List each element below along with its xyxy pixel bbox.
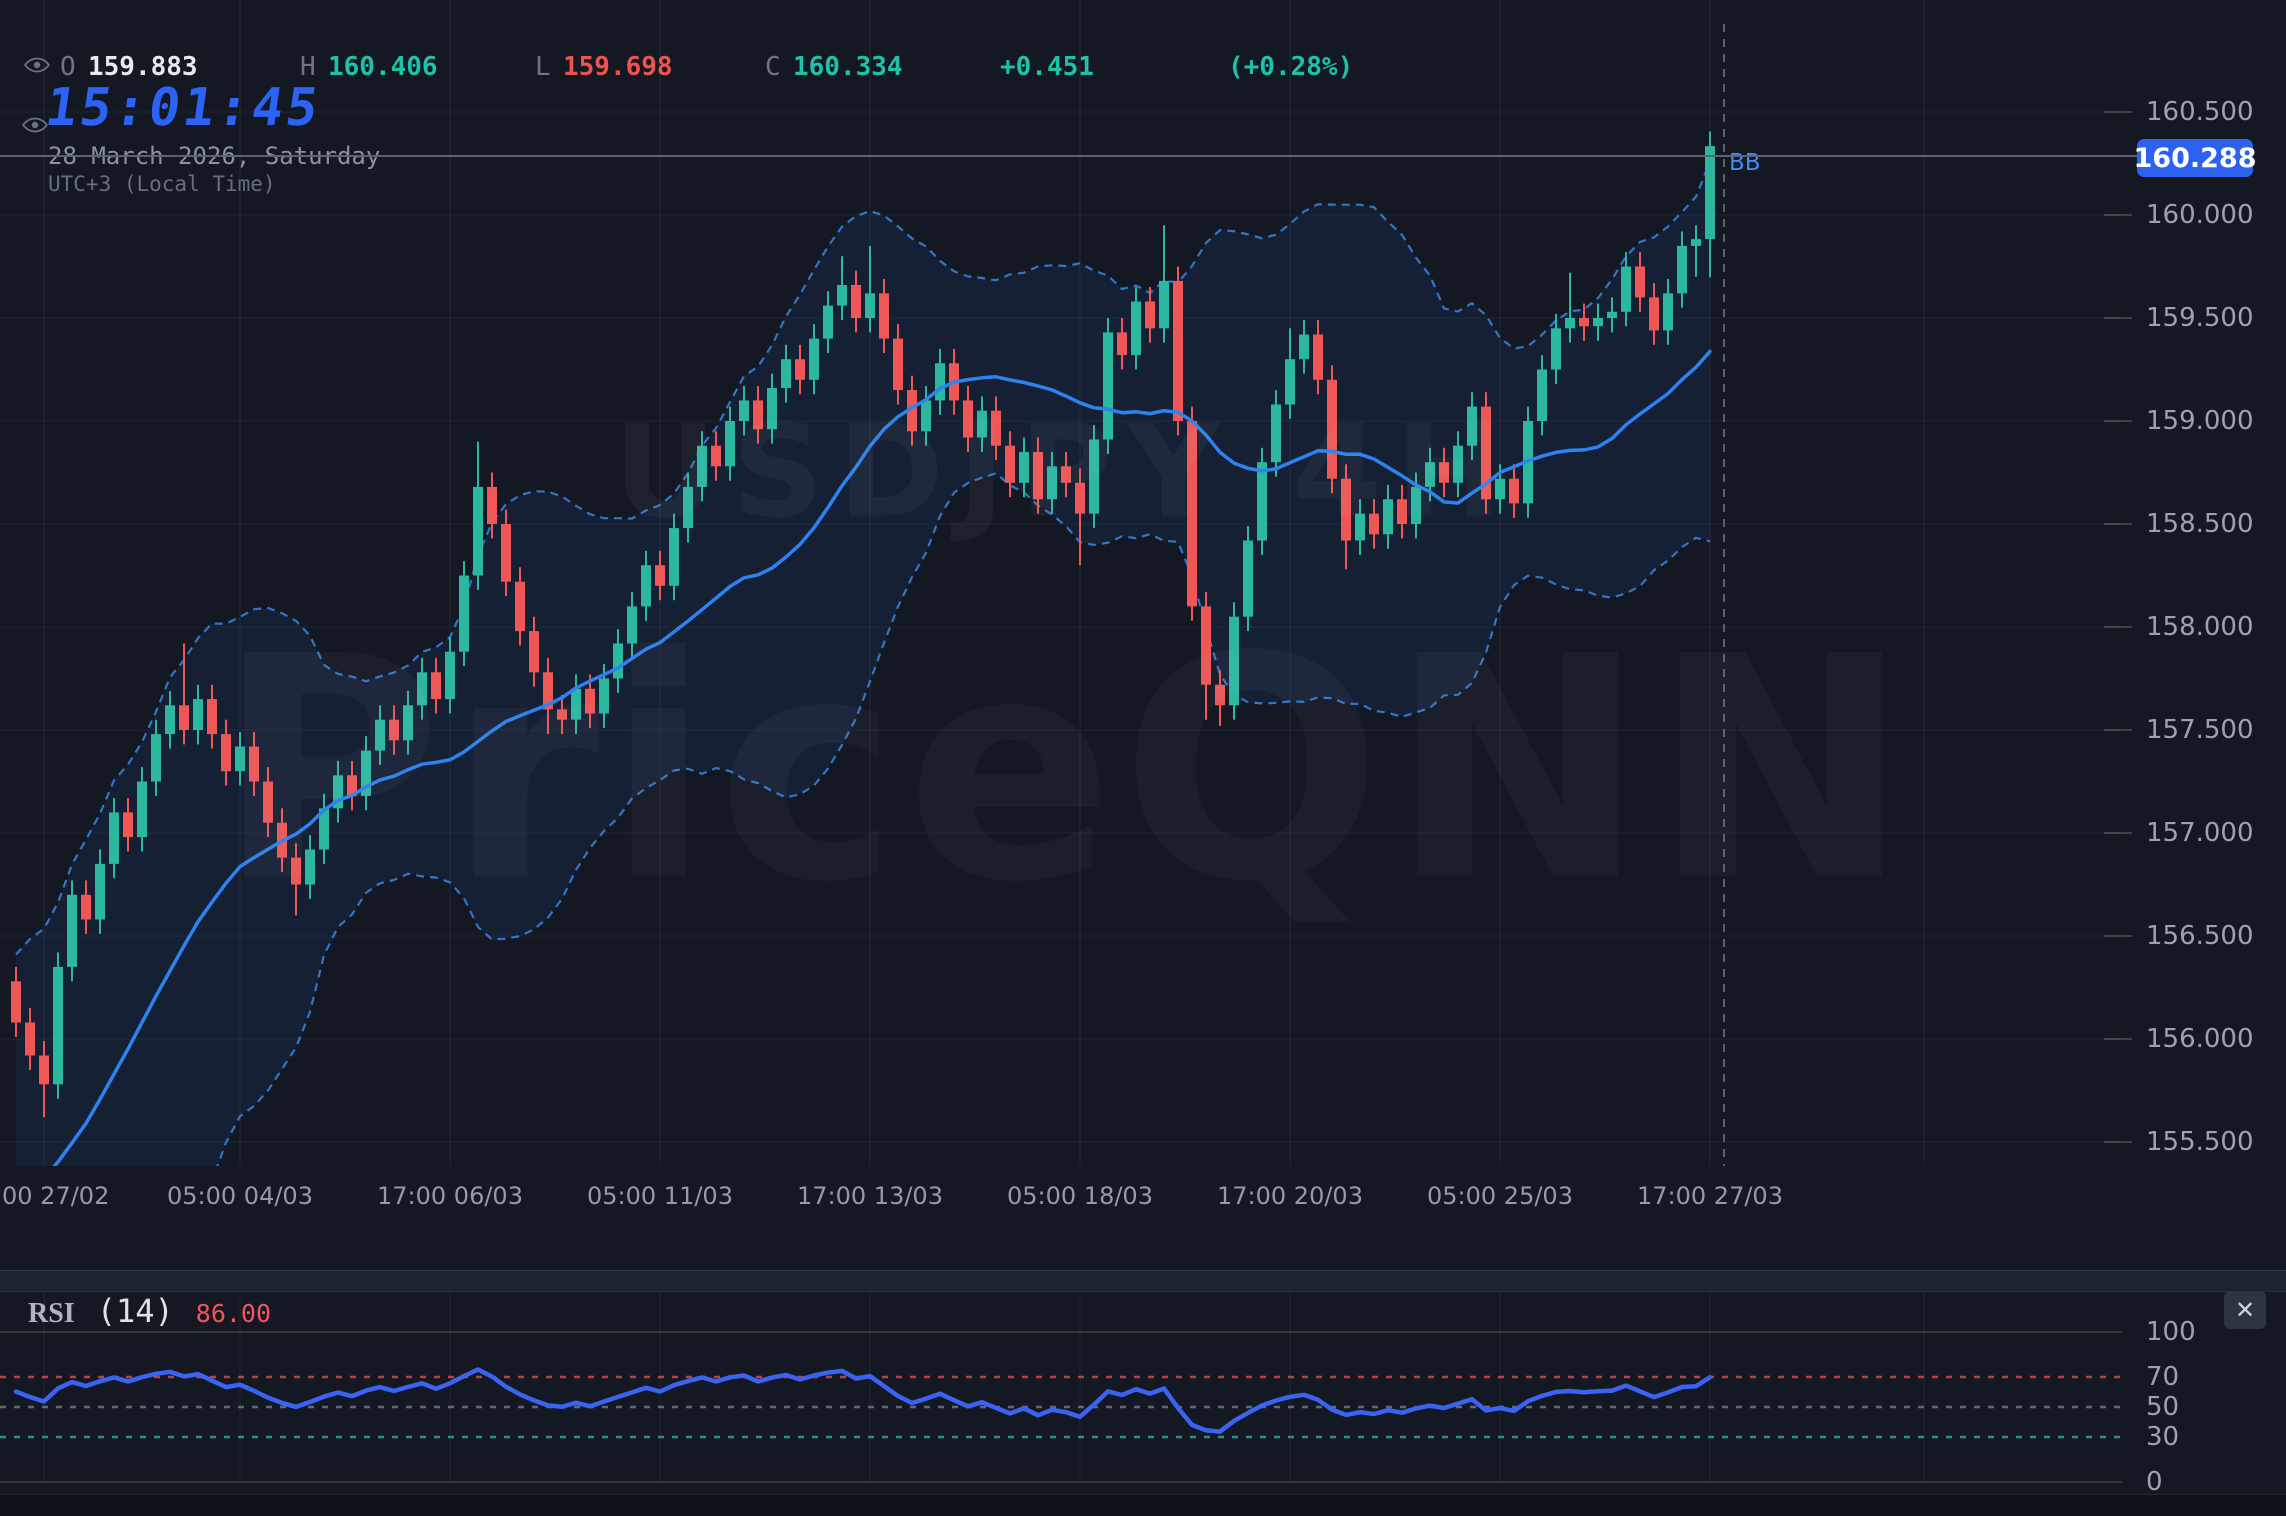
- current-price-badge: 160.288: [2134, 139, 2257, 177]
- time-tick-label: 05:00 11/03: [587, 1182, 733, 1210]
- time-tick-label: 00 27/02: [2, 1182, 110, 1210]
- price-tick-label: 158.000: [2146, 612, 2254, 642]
- price-tick-label: 159.500: [2146, 303, 2254, 333]
- price-tick-label: 159.000: [2146, 406, 2254, 436]
- time-tick-label: 17:00 06/03: [377, 1182, 523, 1210]
- time-tick-label: 05:00 04/03: [167, 1182, 313, 1210]
- price-tick-label: 156.000: [2146, 1024, 2254, 1054]
- low-value: 159.698: [563, 52, 673, 82]
- price-tick-label: 156.500: [2146, 921, 2254, 951]
- change-percent: (+0.28%): [1228, 52, 1354, 82]
- price-tick-label: 155.500: [2146, 1127, 2254, 1157]
- time-tick-label: 17:00 20/03: [1217, 1182, 1363, 1210]
- rsi-title: RSI: [28, 1298, 75, 1329]
- eye-icon[interactable]: [23, 56, 51, 78]
- bottom-toolbar: [0, 1494, 2286, 1516]
- high-value: 160.406: [328, 52, 438, 82]
- rsi-tick-label: 100: [2146, 1317, 2196, 1347]
- open-value: 159.883: [88, 52, 198, 82]
- rsi-tick-label: 50: [2146, 1392, 2180, 1422]
- rsi-period: (14): [96, 1292, 174, 1330]
- bollinger-band-label: BB: [1729, 150, 1761, 176]
- rsi-tick-label: 30: [2146, 1422, 2180, 1452]
- time-tick-label: 17:00 27/03: [1637, 1182, 1783, 1210]
- close-label: C: [765, 52, 781, 82]
- rsi-tick-label: 0: [2146, 1467, 2163, 1497]
- change-value: +0.451: [1000, 52, 1094, 82]
- pane-divider: [0, 1270, 2286, 1292]
- rsi-tick-label: 70: [2146, 1362, 2180, 1392]
- price-tick-label: 157.500: [2146, 715, 2254, 745]
- time-tick-label: 17:00 13/03: [797, 1182, 943, 1210]
- low-label: L: [535, 52, 551, 82]
- eye-icon[interactable]: [21, 116, 49, 138]
- open-label: O: [60, 52, 76, 82]
- current-price-line: [0, 155, 2137, 157]
- price-tick-label: 157.000: [2146, 818, 2254, 848]
- time-tick-label: 05:00 18/03: [1007, 1182, 1153, 1210]
- price-tick-label: 160.500: [2146, 97, 2254, 127]
- rsi-legend: RSI (14) 86.00: [28, 1292, 271, 1330]
- timezone-display: UTC+3 (Local Time): [48, 172, 276, 196]
- time-tick-label: 05:00 25/03: [1427, 1182, 1573, 1210]
- clock-display: 15:01:45: [41, 78, 325, 138]
- close-icon[interactable]: ✕: [2224, 1291, 2266, 1329]
- close-value: 160.334: [793, 52, 903, 82]
- high-label: H: [300, 52, 316, 82]
- price-tick-label: 158.500: [2146, 509, 2254, 539]
- price-tick-label: 160.000: [2146, 200, 2254, 230]
- rsi-current-value: 86.00: [195, 1299, 272, 1328]
